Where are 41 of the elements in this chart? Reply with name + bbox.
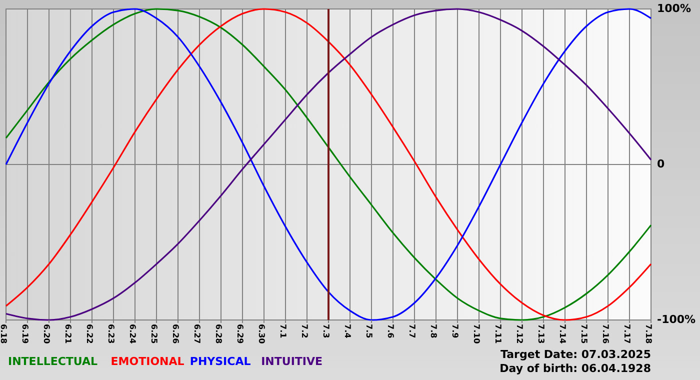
x-tick-label: 7.13 bbox=[536, 324, 546, 344]
x-tick-label: 7.9 bbox=[450, 324, 460, 339]
x-tick-label: 6.27 bbox=[192, 324, 202, 344]
x-tick-label: 6.30 bbox=[256, 324, 266, 344]
y-tick-label: -100% bbox=[657, 313, 696, 326]
x-tick-label: 7.1 bbox=[278, 324, 288, 339]
x-tick-label: 7.3 bbox=[321, 324, 330, 338]
x-tick-label: 7.15 bbox=[579, 324, 588, 344]
x-tick-label: 7.8 bbox=[428, 324, 438, 339]
x-tick-label: 7.2 bbox=[300, 324, 309, 338]
x-tick-label: 7.7 bbox=[407, 324, 416, 338]
x-tick-label: 6.19 bbox=[20, 324, 30, 344]
x-tick-label: 6.23 bbox=[106, 324, 116, 344]
x-tick-label: 7.6 bbox=[386, 324, 395, 339]
x-tick-label: 6.29 bbox=[235, 324, 244, 344]
y-tick-label: 0 bbox=[657, 158, 665, 171]
x-tick-label: 7.16 bbox=[600, 324, 610, 344]
x-tick-label: 6.20 bbox=[42, 324, 51, 344]
x-tick-label: 7.14 bbox=[558, 324, 567, 344]
x-tick-label: 7.10 bbox=[472, 324, 481, 344]
text: INTUITIVE bbox=[261, 355, 323, 368]
x-tick-label: 6.24 bbox=[128, 324, 137, 344]
text: EMOTIONAL bbox=[110, 355, 184, 368]
x-tick-label: 7.5 bbox=[364, 324, 374, 339]
x-tick-label: 7.11 bbox=[493, 324, 502, 344]
x-tick-label: 7.18 bbox=[644, 324, 653, 344]
text: PHYSICAL bbox=[190, 355, 251, 368]
line-series bbox=[5, 8, 652, 321]
x-tick-label: 6.18 bbox=[0, 324, 8, 344]
x-tick-label: 6.21 bbox=[63, 324, 72, 344]
x-tick-label: 6.26 bbox=[170, 324, 180, 344]
text: Day of birth: 06.04.1928 bbox=[500, 362, 651, 375]
x-tick-label: 7.17 bbox=[622, 324, 632, 344]
x-tick-label: 7.4 bbox=[342, 324, 352, 339]
x-tick-label: 6.22 bbox=[84, 324, 94, 344]
y-tick-label: 100% bbox=[657, 2, 691, 16]
x-tick-label: 6.28 bbox=[214, 324, 223, 344]
text: INTELLECTUAL bbox=[8, 355, 98, 368]
x-tick-label: 7.12 bbox=[514, 324, 524, 344]
text: Target Date: 07.03.2025 bbox=[500, 348, 651, 361]
x-tick-label: 6.25 bbox=[149, 324, 158, 344]
